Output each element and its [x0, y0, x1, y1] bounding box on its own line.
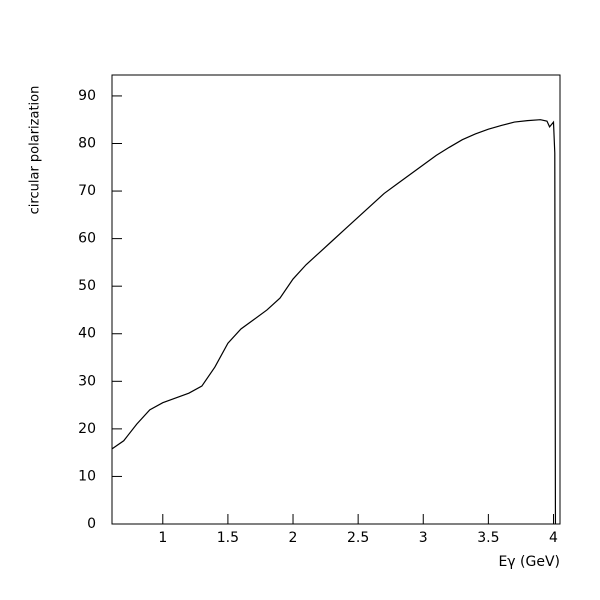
x-tick-label: 1.5 — [217, 530, 239, 546]
y-tick-label: 90 — [78, 88, 96, 104]
y-tick-label: 20 — [78, 421, 96, 437]
x-axis-label: Eγ (GeV) — [498, 554, 560, 570]
x-tick-label: 2.5 — [347, 530, 369, 546]
x-tick-label: 2 — [289, 530, 298, 546]
y-tick-label: 0 — [87, 516, 96, 532]
y-tick-label: 60 — [78, 231, 96, 247]
y-tick-label: 50 — [78, 278, 96, 294]
y-tick-label: 40 — [78, 326, 96, 342]
y-tick-label: 10 — [78, 468, 96, 484]
y-tick-label: 30 — [78, 373, 96, 389]
x-tick-label: 3 — [419, 530, 428, 546]
plot-frame — [111, 74, 561, 525]
y-tick-label: 80 — [78, 135, 96, 151]
y-axis-label: circular polarization — [28, 86, 43, 215]
x-tick-label: 3.5 — [477, 530, 499, 546]
x-tick-label: 4 — [549, 530, 558, 546]
x-tick-label: 1 — [158, 530, 167, 546]
data-line — [111, 119, 557, 525]
y-tick-label: 70 — [78, 183, 96, 199]
